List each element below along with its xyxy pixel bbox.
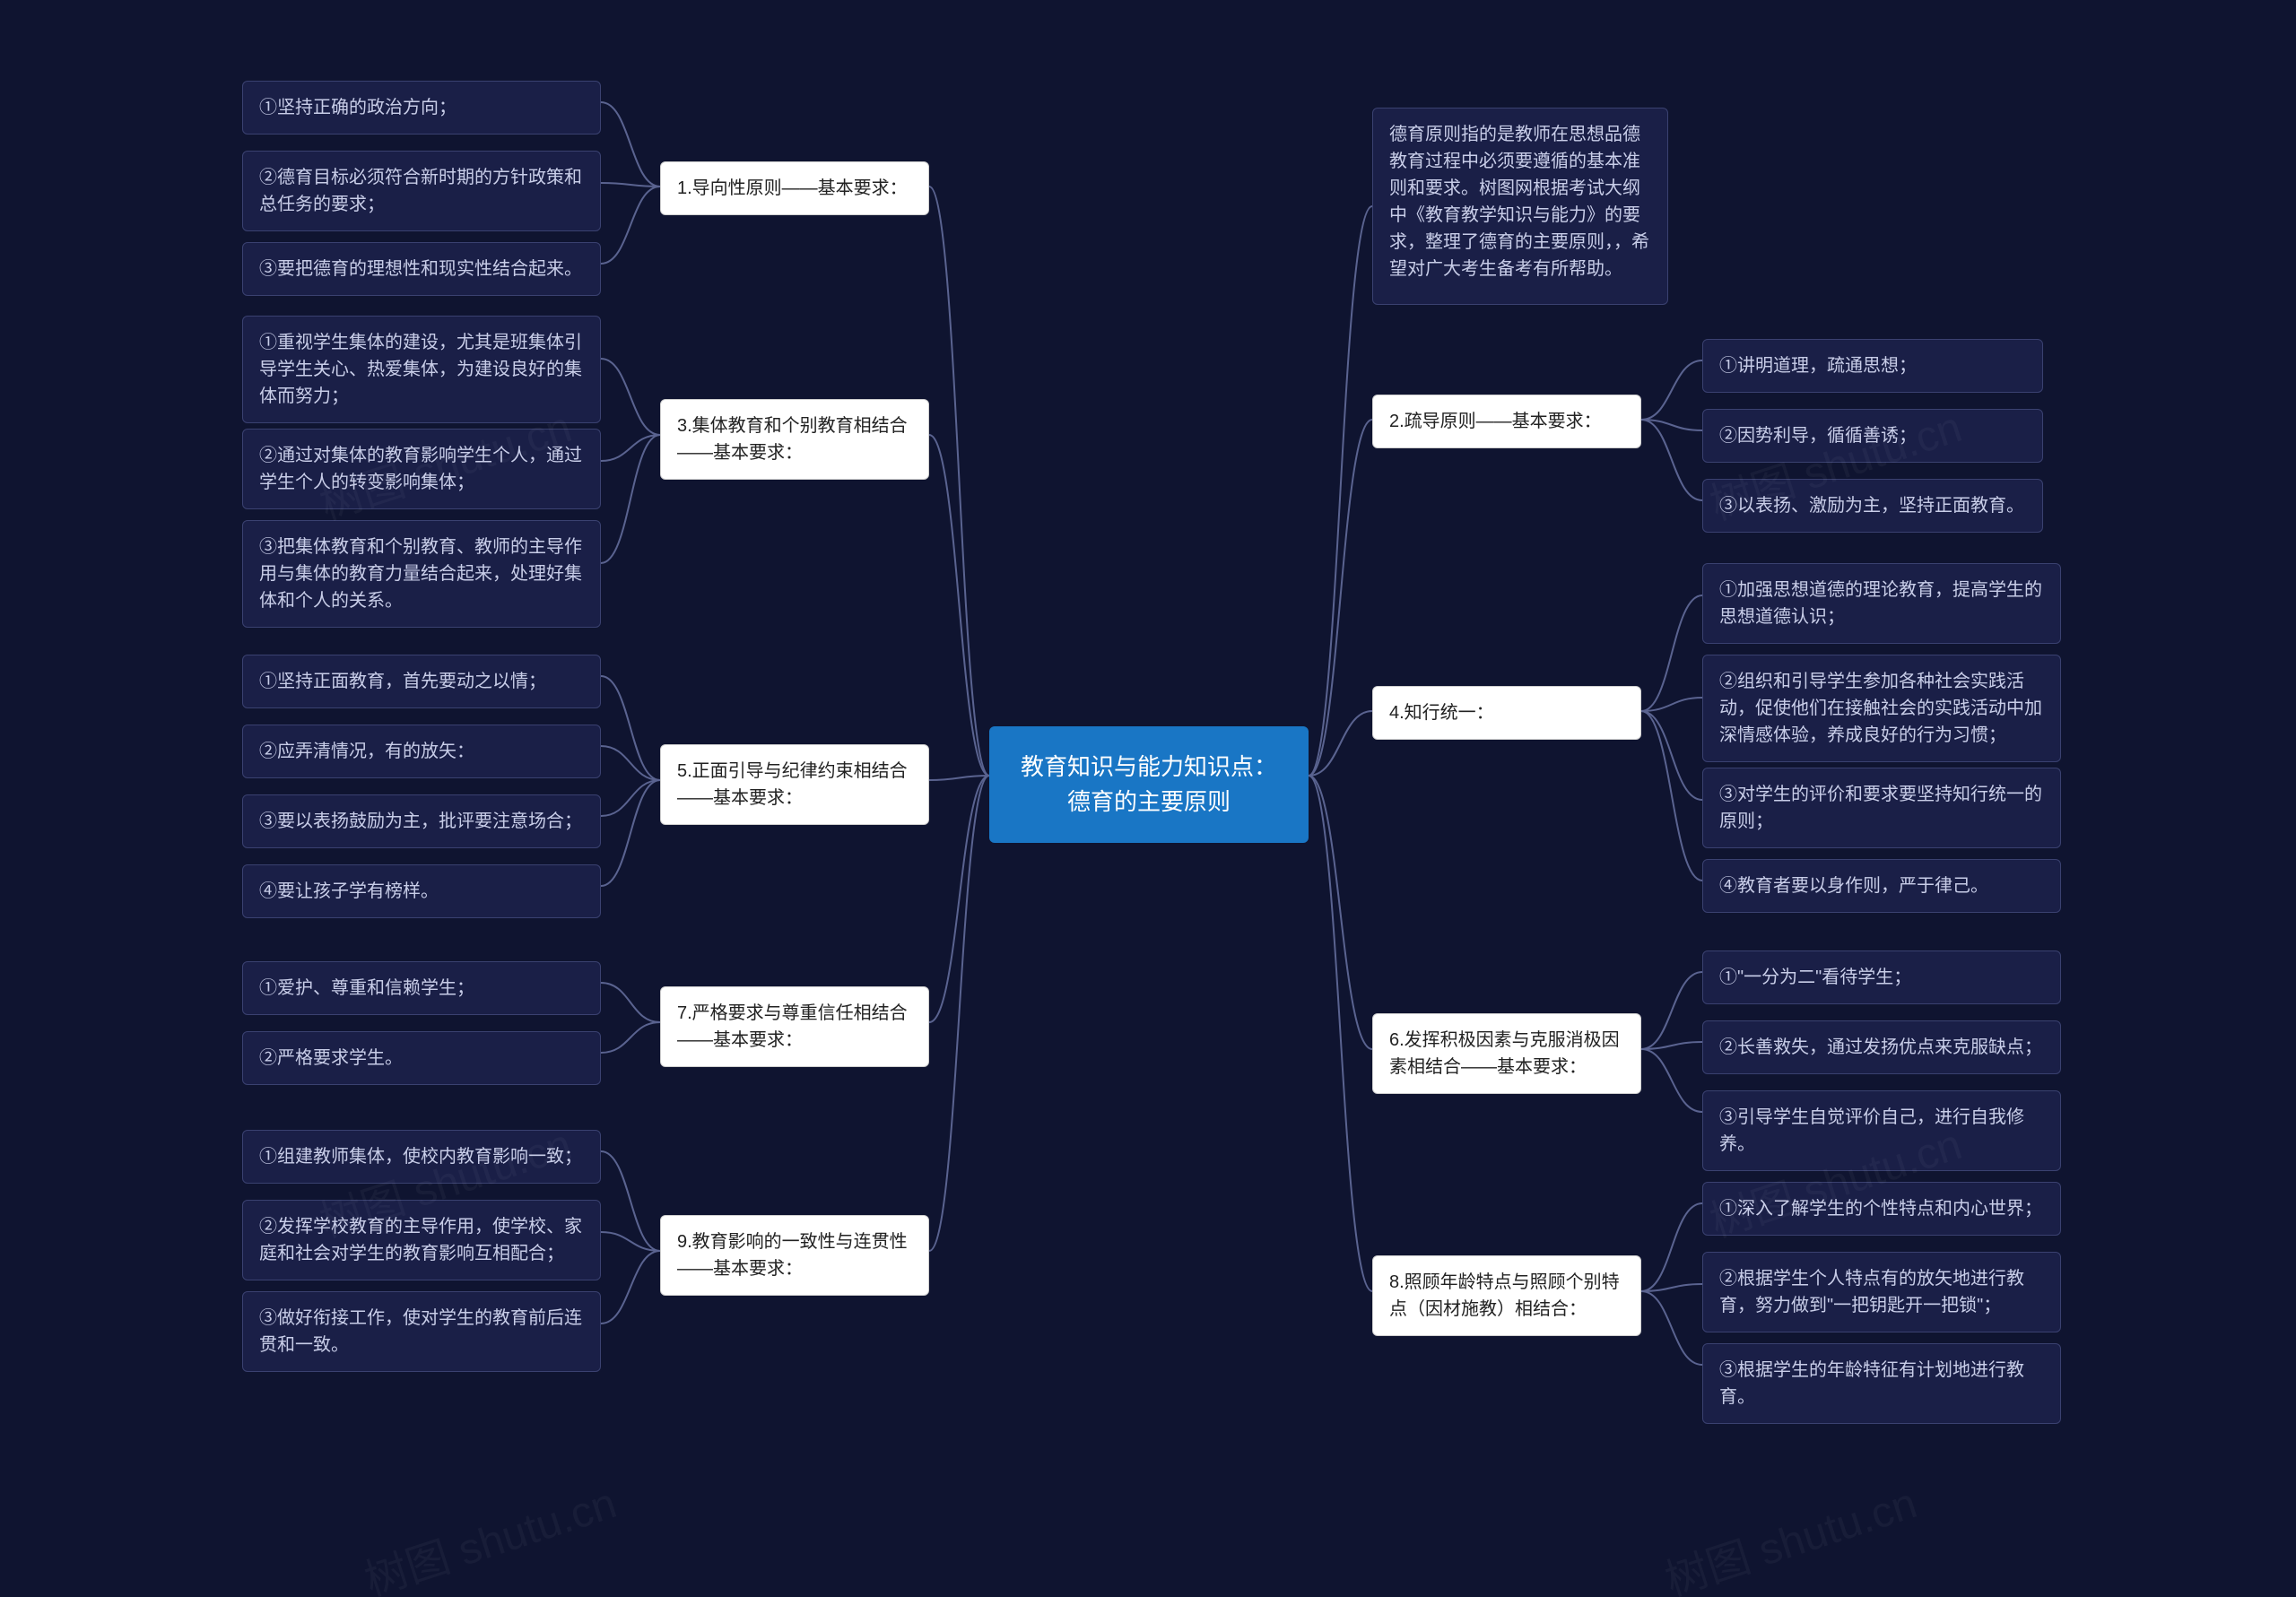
leaf-b5-3-text: ④要让孩子学有榜样。	[259, 881, 439, 901]
leaf-b9-0: ①组建教师集体，使校内教育影响一致；	[242, 1130, 601, 1184]
leaf-b4-1: ②组织和引导学生参加各种社会实践活动，促使他们在接触社会的实践活动中加深情感体验…	[1702, 655, 2061, 762]
leaf-b5-2: ③要以表扬鼓励为主，批评要注意场合；	[242, 794, 601, 848]
leaf-b4-0: ①加强思想道德的理论教育，提高学生的思想道德认识；	[1702, 563, 2061, 644]
leaf-b8-0: ①深入了解学生的个性特点和内心世界；	[1702, 1182, 2061, 1236]
branch-b6: 6.发挥积极因素与克服消极因素相结合——基本要求：	[1372, 1013, 1641, 1094]
leaf-b8-2: ③根据学生的年龄特征有计划地进行教育。	[1702, 1343, 2061, 1424]
leaf-b9-1: ②发挥学校教育的主导作用，使学校、家庭和社会对学生的教育影响互相配合；	[242, 1200, 601, 1280]
branch-b6-text: 6.发挥积极因素与克服消极因素相结合——基本要求：	[1389, 1030, 1620, 1077]
leaf-b2-1-text: ②因势利导，循循善诱；	[1719, 426, 1917, 446]
leaf-b6-0: ①"一分为二"看待学生；	[1702, 950, 2061, 1004]
branch-b4-text: 4.知行统一：	[1389, 703, 1494, 723]
watermark: 树图 shutu.cn	[355, 1468, 622, 1597]
leaf-b8-2-text: ③根据学生的年龄特征有计划地进行教育。	[1719, 1360, 2024, 1407]
leaf-b7-0: ①爱护、尊重和信赖学生；	[242, 961, 601, 1015]
leaf-b4-2-text: ③对学生的评价和要求要坚持知行统一的原则；	[1719, 785, 2042, 831]
leaf-b1-1-text: ②德育目标必须符合新时期的方针政策和总任务的要求；	[259, 168, 582, 214]
leaf-b1-0: ①坚持正确的政治方向；	[242, 81, 601, 135]
branch-b5-text: 5.正面引导与纪律约束相结合——基本要求：	[677, 761, 908, 808]
branch-b3-text: 3.集体教育和个别教育相结合——基本要求：	[677, 416, 908, 463]
leaf-b2-0: ①讲明道理，疏通思想；	[1702, 339, 2043, 393]
leaf-b6-0-text: ①"一分为二"看待学生；	[1719, 968, 1911, 987]
leaf-b2-1: ②因势利导，循循善诱；	[1702, 409, 2043, 463]
leaf-b9-2-text: ③做好衔接工作，使对学生的教育前后连贯和一致。	[259, 1308, 582, 1355]
leaf-b6-1-text: ②长善救失，通过发扬优点来克服缺点；	[1719, 1037, 2042, 1057]
leaf-b7-1: ②严格要求学生。	[242, 1031, 601, 1085]
leaf-b4-3: ④教育者要以身作则，严于律己。	[1702, 859, 2061, 913]
leaf-b5-0-text: ①坚持正面教育，首先要动之以情；	[259, 672, 546, 691]
root-text: 教育知识与能力知识点：德育的主要原则	[1021, 753, 1277, 815]
leaf-b2-2: ③以表扬、激励为主，坚持正面教育。	[1702, 479, 2043, 533]
leaf-b7-0-text: ①爱护、尊重和信赖学生；	[259, 978, 474, 998]
branch-b8-text: 8.照顾年龄特点与照顾个别特点（因材施教）相结合：	[1389, 1272, 1620, 1319]
branch-b2-text: 2.疏导原则——基本要求：	[1389, 412, 1602, 431]
leaf-b4-0-text: ①加强思想道德的理论教育，提高学生的思想道德认识；	[1719, 580, 2042, 627]
leaf-b4-2: ③对学生的评价和要求要坚持知行统一的原则；	[1702, 768, 2061, 848]
leaf-b3-1-text: ②通过对集体的教育影响学生个人，通过学生个人的转变影响集体；	[259, 446, 582, 492]
leaf-b9-0-text: ①组建教师集体，使校内教育影响一致；	[259, 1147, 582, 1167]
leaf-b5-2-text: ③要以表扬鼓励为主，批评要注意场合；	[259, 812, 582, 831]
leaf-b8-1: ②根据学生个人特点有的放矢地进行教育，努力做到"一把钥匙开一把锁"；	[1702, 1252, 2061, 1332]
root-node: 教育知识与能力知识点：德育的主要原则	[989, 726, 1309, 843]
leaf-b2-2-text: ③以表扬、激励为主，坚持正面教育。	[1719, 496, 2024, 516]
leaf-b5-0: ①坚持正面教育，首先要动之以情；	[242, 655, 601, 708]
branch-b7: 7.严格要求与尊重信任相结合——基本要求：	[660, 986, 929, 1067]
branch-intro: 德育原则指的是教师在思想品德教育过程中必须要遵循的基本准则和要求。树图网根据考试…	[1372, 108, 1668, 305]
leaf-b1-2: ③要把德育的理想性和现实性结合起来。	[242, 242, 601, 296]
watermark: 树图 shutu.cn	[1656, 1468, 1923, 1597]
leaf-b6-2: ③引导学生自觉评价自己，进行自我修养。	[1702, 1090, 2061, 1171]
leaf-b4-1-text: ②组织和引导学生参加各种社会实践活动，促使他们在接触社会的实践活动中加深情感体验…	[1719, 672, 2042, 745]
leaf-b6-2-text: ③引导学生自觉评价自己，进行自我修养。	[1719, 1107, 2024, 1154]
leaf-b3-2-text: ③把集体教育和个别教育、教师的主导作用与集体的教育力量结合起来，处理好集体和个人…	[259, 537, 582, 611]
branch-b3: 3.集体教育和个别教育相结合——基本要求：	[660, 399, 929, 480]
leaf-b7-1-text: ②严格要求学生。	[259, 1048, 403, 1068]
branch-b1: 1.导向性原则——基本要求：	[660, 161, 929, 215]
leaf-b4-3-text: ④教育者要以身作则，严于律己。	[1719, 876, 1988, 896]
leaf-b3-0-text: ①重视学生集体的建设，尤其是班集体引导学生关心、热爱集体，为建设良好的集体而努力…	[259, 333, 582, 406]
branch-b2: 2.疏导原则——基本要求：	[1372, 395, 1641, 448]
mindmap-canvas: { "canvas": { "width": 2560, "height": 1…	[0, 0, 2296, 1597]
leaf-b5-1-text: ②应弄清情况，有的放矢：	[259, 742, 474, 761]
leaf-b3-0: ①重视学生集体的建设，尤其是班集体引导学生关心、热爱集体，为建设良好的集体而努力…	[242, 316, 601, 423]
leaf-b1-2-text: ③要把德育的理想性和现实性结合起来。	[259, 259, 582, 279]
leaf-b2-0-text: ①讲明道理，疏通思想；	[1719, 356, 1917, 376]
branch-b5: 5.正面引导与纪律约束相结合——基本要求：	[660, 744, 929, 825]
leaf-b3-1: ②通过对集体的教育影响学生个人，通过学生个人的转变影响集体；	[242, 429, 601, 509]
leaf-b8-0-text: ①深入了解学生的个性特点和内心世界；	[1719, 1199, 2042, 1219]
leaf-b5-1: ②应弄清情况，有的放矢：	[242, 725, 601, 778]
leaf-b9-1-text: ②发挥学校教育的主导作用，使学校、家庭和社会对学生的教育影响互相配合；	[259, 1217, 582, 1263]
branch-b1-text: 1.导向性原则——基本要求：	[677, 178, 908, 198]
branch-intro-text: 德育原则指的是教师在思想品德教育过程中必须要遵循的基本准则和要求。树图网根据考试…	[1389, 125, 1649, 279]
leaf-b1-1: ②德育目标必须符合新时期的方针政策和总任务的要求；	[242, 151, 601, 231]
leaf-b5-3: ④要让孩子学有榜样。	[242, 864, 601, 918]
leaf-b6-1: ②长善救失，通过发扬优点来克服缺点；	[1702, 1020, 2061, 1074]
leaf-b1-0-text: ①坚持正确的政治方向；	[259, 98, 457, 117]
branch-b9-text: 9.教育影响的一致性与连贯性——基本要求：	[677, 1232, 908, 1279]
leaf-b8-1-text: ②根据学生个人特点有的放矢地进行教育，努力做到"一把钥匙开一把锁"；	[1719, 1269, 2024, 1315]
branch-b9: 9.教育影响的一致性与连贯性——基本要求：	[660, 1215, 929, 1296]
branch-b8: 8.照顾年龄特点与照顾个别特点（因材施教）相结合：	[1372, 1255, 1641, 1336]
leaf-b3-2: ③把集体教育和个别教育、教师的主导作用与集体的教育力量结合起来，处理好集体和个人…	[242, 520, 601, 628]
branch-b4: 4.知行统一：	[1372, 686, 1641, 740]
branch-b7-text: 7.严格要求与尊重信任相结合——基本要求：	[677, 1003, 908, 1050]
leaf-b9-2: ③做好衔接工作，使对学生的教育前后连贯和一致。	[242, 1291, 601, 1372]
